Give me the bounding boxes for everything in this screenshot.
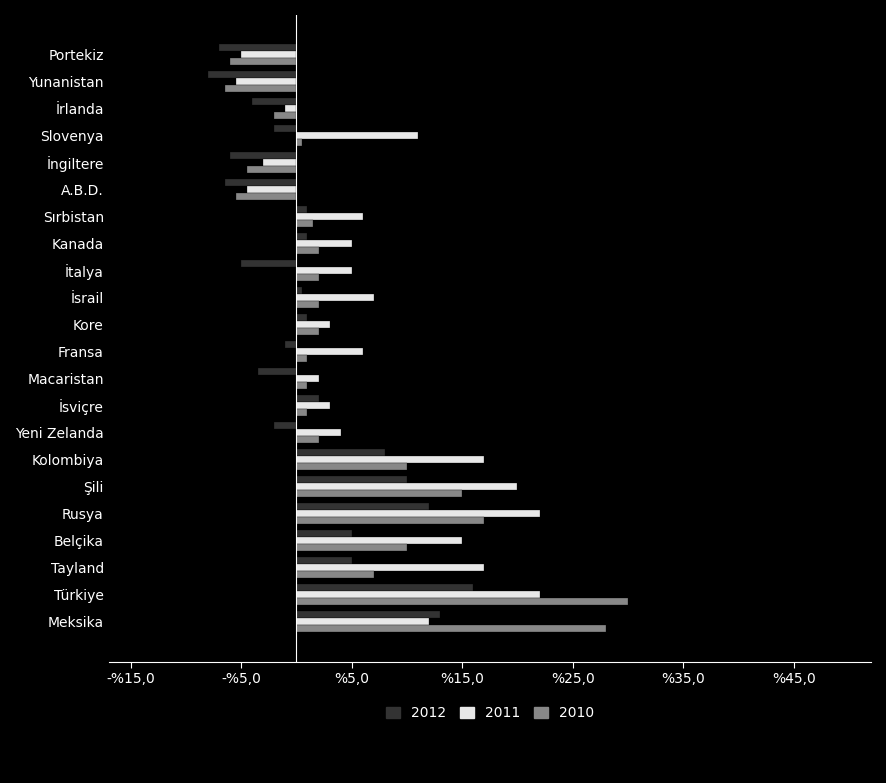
Bar — [258, 368, 297, 375]
Bar — [219, 45, 297, 52]
Bar — [297, 572, 374, 579]
Bar — [297, 220, 313, 227]
Bar — [297, 530, 352, 537]
Bar — [297, 410, 307, 417]
Bar — [297, 139, 302, 146]
Bar — [285, 341, 297, 348]
Bar — [275, 113, 297, 120]
Bar — [297, 233, 307, 240]
Bar — [297, 429, 340, 436]
Bar — [297, 395, 319, 402]
Bar — [297, 591, 540, 598]
Bar — [297, 240, 352, 247]
Bar — [297, 518, 485, 525]
Legend: 2012, 2011, 2010: 2012, 2011, 2010 — [380, 701, 600, 726]
Bar — [275, 422, 297, 429]
Bar — [297, 213, 362, 220]
Bar — [297, 511, 540, 518]
Bar — [297, 207, 307, 213]
Bar — [297, 619, 429, 626]
Bar — [275, 125, 297, 132]
Bar — [297, 464, 407, 471]
Bar — [297, 598, 628, 605]
Bar — [297, 503, 429, 511]
Bar — [246, 167, 297, 173]
Bar — [225, 85, 297, 92]
Bar — [297, 544, 407, 551]
Bar — [241, 52, 297, 59]
Bar — [241, 260, 297, 267]
Bar — [297, 402, 330, 410]
Bar — [297, 565, 485, 572]
Bar — [297, 449, 385, 456]
Bar — [246, 186, 297, 193]
Bar — [236, 193, 297, 200]
Bar — [297, 375, 319, 382]
Bar — [297, 537, 462, 544]
Bar — [253, 99, 297, 106]
Bar — [297, 321, 330, 328]
Bar — [285, 106, 297, 113]
Bar — [230, 59, 297, 66]
Bar — [297, 348, 362, 355]
Bar — [297, 436, 319, 443]
Bar — [297, 612, 440, 619]
Bar — [297, 301, 319, 309]
Bar — [263, 160, 297, 167]
Bar — [297, 382, 307, 389]
Bar — [236, 78, 297, 85]
Bar — [297, 274, 319, 281]
Bar — [297, 626, 606, 632]
Bar — [297, 476, 407, 483]
Bar — [297, 267, 352, 274]
Bar — [297, 328, 319, 335]
Bar — [297, 483, 517, 490]
Bar — [297, 314, 307, 321]
Bar — [297, 584, 473, 591]
Bar — [297, 490, 462, 497]
Bar — [208, 71, 297, 78]
Bar — [297, 132, 418, 139]
Bar — [225, 179, 297, 186]
Bar — [297, 355, 307, 363]
Bar — [297, 557, 352, 565]
Bar — [297, 247, 319, 254]
Bar — [230, 153, 297, 160]
Bar — [297, 456, 485, 464]
Bar — [297, 294, 374, 301]
Bar — [297, 287, 302, 294]
